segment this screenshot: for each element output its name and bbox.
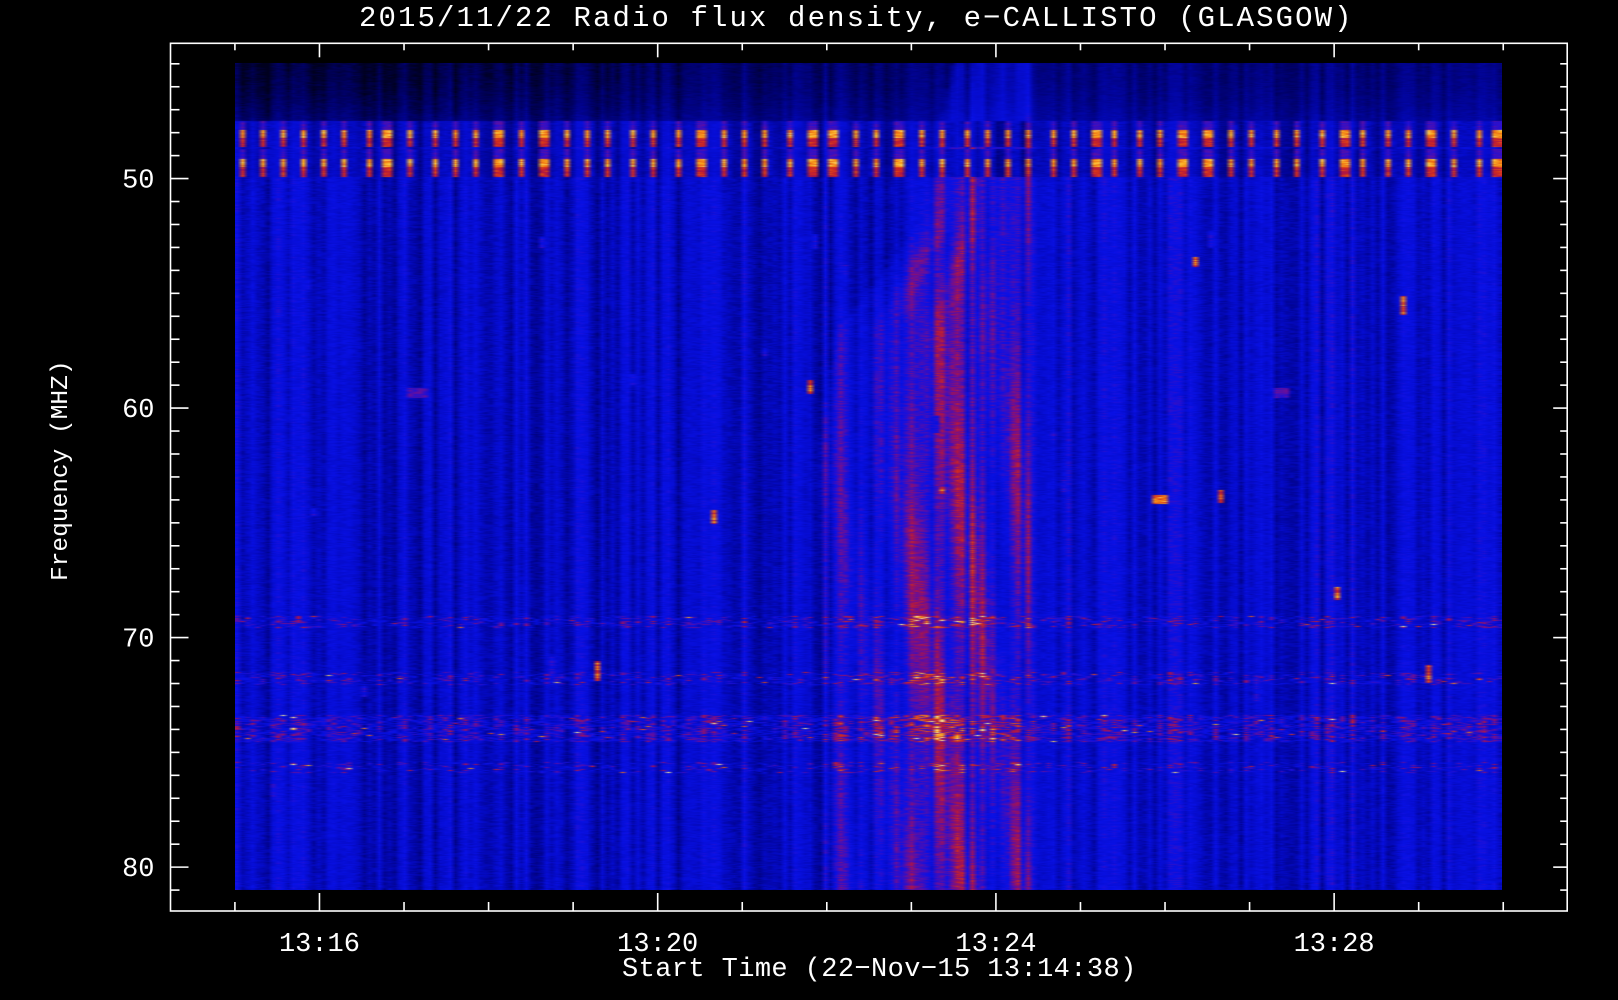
svg-text:70: 70: [122, 626, 154, 656]
svg-text:13:28: 13:28: [1294, 930, 1375, 960]
svg-text:60: 60: [122, 396, 154, 426]
svg-text:50: 50: [122, 167, 154, 197]
svg-text:80: 80: [122, 855, 154, 885]
svg-text:13:16: 13:16: [279, 930, 360, 960]
